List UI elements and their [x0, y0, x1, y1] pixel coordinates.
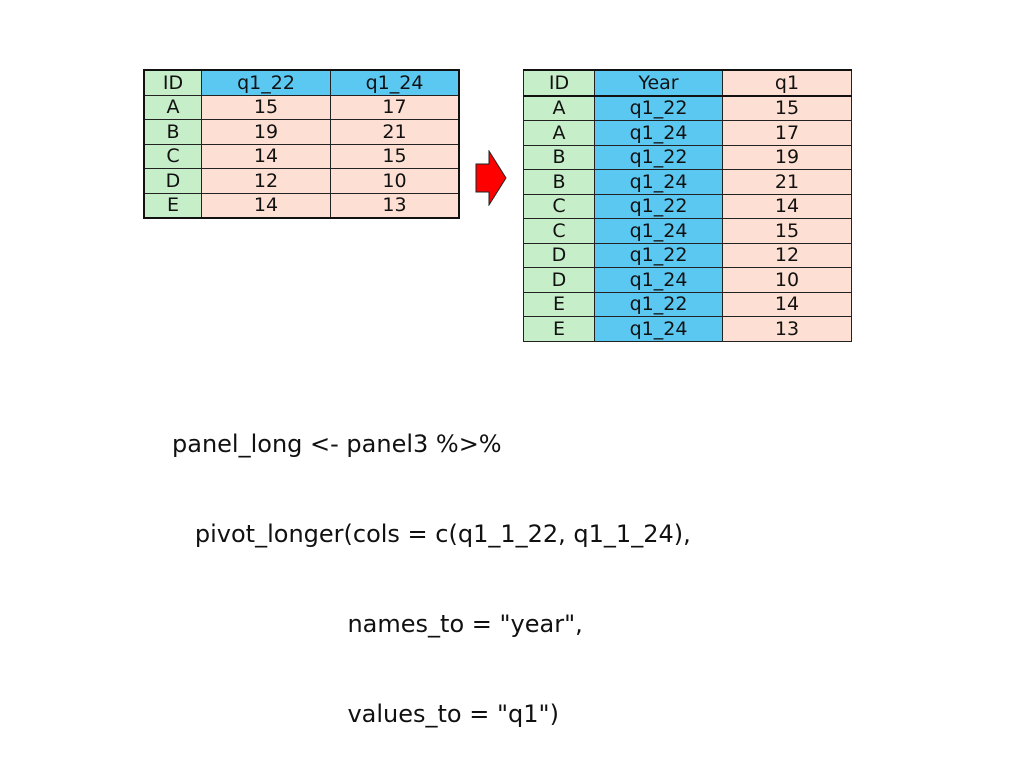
- header-row: ID Year q1: [523, 69, 852, 97]
- column-header: Year: [594, 69, 723, 97]
- table-cell: 17: [722, 120, 852, 146]
- table-cell: 14: [722, 291, 852, 317]
- table-cell: D: [143, 168, 202, 194]
- table-cell: 12: [722, 242, 852, 268]
- table-cell: 10: [722, 267, 852, 293]
- table-cell: q1_24: [594, 120, 723, 146]
- table-cell: q1_22: [594, 95, 723, 121]
- table-cell: 14: [201, 192, 331, 219]
- table-cell: 13: [722, 316, 852, 342]
- right-arrow-icon: [475, 150, 507, 206]
- table-cell: 12: [201, 168, 331, 194]
- header-row: ID q1_22 q1_24: [143, 69, 460, 96]
- table-row: C 14 15: [143, 143, 460, 169]
- table-cell: A: [523, 95, 595, 121]
- code-block: panel_long <- panel3 %>% pivot_longer(co…: [172, 369, 691, 759]
- table-cell: q1_24: [594, 316, 723, 342]
- code-line: names_to = "year",: [172, 610, 583, 638]
- table-cell: 19: [722, 144, 852, 170]
- column-header: q1_22: [201, 69, 331, 96]
- table-cell: 14: [722, 193, 852, 219]
- code-line: values_to = "q1"): [172, 700, 559, 728]
- table-cell: B: [143, 119, 202, 145]
- table-cell: 10: [330, 168, 460, 194]
- table-cell: A: [143, 94, 202, 120]
- table-cell: 21: [722, 169, 852, 195]
- table-cell: 21: [330, 119, 460, 145]
- table-cell: 17: [330, 94, 460, 120]
- table-cell: E: [523, 291, 595, 317]
- table-cell: D: [523, 242, 595, 268]
- table-cell: E: [143, 192, 202, 219]
- table-cell: q1_24: [594, 218, 723, 244]
- code-line: pivot_longer(cols = c(q1_1_22, q1_1_24),: [172, 520, 691, 548]
- table-cell: D: [523, 267, 595, 293]
- table-cell: q1_22: [594, 144, 723, 170]
- table-cell: C: [523, 193, 595, 219]
- table-row: B 19 21: [143, 119, 460, 145]
- table-cell: q1_22: [594, 291, 723, 317]
- table-cell: 14: [201, 143, 331, 169]
- table-cell: q1_24: [594, 169, 723, 195]
- table-cell: C: [143, 143, 202, 169]
- wide-table: ID q1_22 q1_24 A 15 17 B 19 21 C 14 15 D 12 10 E 14 13: [143, 69, 460, 219]
- table-row: A 15 17: [143, 94, 460, 120]
- table-cell: B: [523, 169, 595, 195]
- table-cell: 15: [722, 95, 852, 121]
- table-cell: 15: [330, 143, 460, 169]
- table-cell: 15: [201, 94, 331, 120]
- code-line: panel_long <- panel3 %>%: [172, 430, 502, 458]
- table-cell: E: [523, 316, 595, 342]
- table-cell: q1_22: [594, 193, 723, 219]
- table-cell: 13: [330, 192, 460, 219]
- column-header: ID: [143, 69, 202, 96]
- column-header: q1: [722, 69, 852, 97]
- column-header: ID: [523, 69, 595, 97]
- table-cell: q1_24: [594, 267, 723, 293]
- table-cell: 19: [201, 119, 331, 145]
- table-cell: B: [523, 144, 595, 170]
- table-cell: 15: [722, 218, 852, 244]
- table-cell: A: [523, 120, 595, 146]
- table-cell: C: [523, 218, 595, 244]
- table-row: E 14 13: [143, 192, 460, 219]
- table-cell: q1_22: [594, 242, 723, 268]
- table-row: D 12 10: [143, 168, 460, 194]
- column-header: q1_24: [330, 69, 460, 96]
